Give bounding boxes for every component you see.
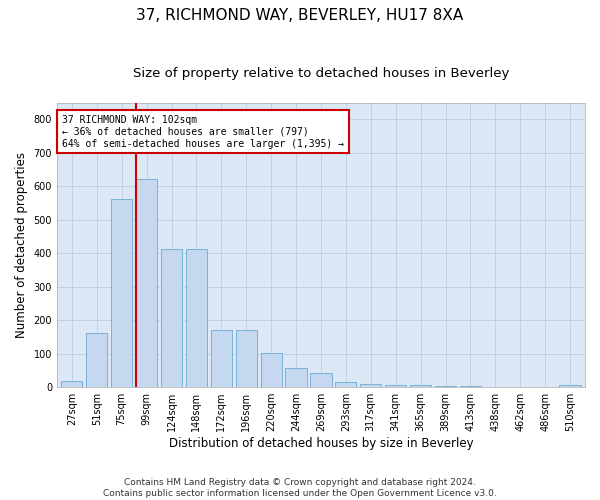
Title: Size of property relative to detached houses in Beverley: Size of property relative to detached ho… (133, 68, 509, 80)
Bar (236, 330, 257, 387)
Bar (61, 380, 82, 387)
Bar (111, 199, 132, 387)
Text: 37 RICHMOND WAY: 102sqm
← 36% of detached houses are smaller (797)
64% of semi-d: 37 RICHMOND WAY: 102sqm ← 36% of detache… (62, 116, 344, 148)
Bar (485, 386, 506, 387)
Bar (211, 330, 232, 387)
Bar (310, 373, 332, 387)
Bar (186, 249, 207, 387)
Bar (410, 385, 431, 387)
Bar (161, 249, 182, 387)
Bar (535, 386, 556, 387)
Bar (335, 382, 356, 387)
Text: Contains HM Land Registry data © Crown copyright and database right 2024.
Contai: Contains HM Land Registry data © Crown c… (103, 478, 497, 498)
X-axis label: Distribution of detached houses by size in Beverley: Distribution of detached houses by size … (169, 437, 473, 450)
Bar (559, 385, 581, 387)
Bar (435, 386, 456, 387)
Bar (460, 386, 481, 387)
Text: 37, RICHMOND WAY, BEVERLEY, HU17 8XA: 37, RICHMOND WAY, BEVERLEY, HU17 8XA (136, 8, 464, 22)
Bar (86, 333, 107, 387)
Y-axis label: Number of detached properties: Number of detached properties (15, 152, 28, 338)
Bar (509, 386, 531, 387)
Bar (136, 179, 157, 387)
Bar (286, 368, 307, 387)
Bar (385, 384, 406, 387)
Bar (260, 352, 282, 387)
Bar (360, 384, 382, 387)
